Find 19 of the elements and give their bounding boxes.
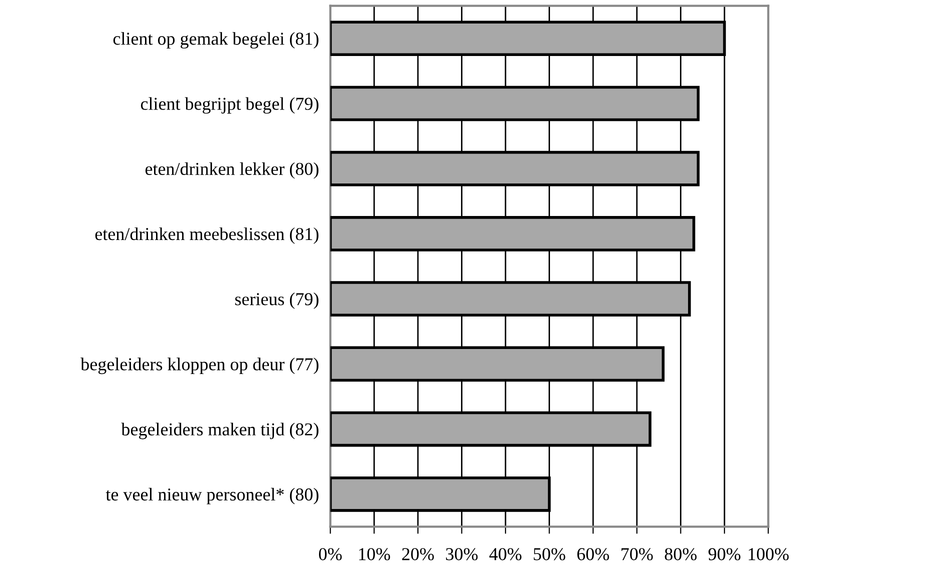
y-tick-label: te veel nieuw personeel* (80)	[106, 488, 318, 504]
x-tick-label: 50%	[534, 548, 566, 560]
y-tick-label: eten/drinken meebeslissen (81)	[95, 227, 318, 244]
y-tick-label: begeleiders maken tijd (82)	[121, 422, 318, 440]
x-tick-label: 30%	[446, 548, 478, 560]
x-tick-label: 80%	[664, 548, 697, 560]
x-tick-label: 0%	[319, 548, 342, 560]
x-tick-label: 40%	[489, 548, 522, 560]
x-tick-label: 90%	[708, 548, 740, 560]
y-tick-label: client begrijpt begel (79)	[140, 97, 318, 114]
y-tick-label: serieus (79)	[235, 292, 318, 309]
y-tick-label: begeleiders kloppen op deur (77)	[80, 358, 318, 374]
x-tick-label: 60%	[577, 548, 610, 560]
x-tick-label: 100%	[748, 548, 789, 560]
y-tick-label: eten/drinken lekker (80)	[145, 162, 318, 179]
x-tick-label: 70%	[622, 548, 653, 560]
x-tick-label: 20%	[402, 548, 434, 560]
y-tick-label: client op gemak begelei (81)	[113, 32, 318, 49]
x-tick-label: 10%	[359, 548, 390, 560]
